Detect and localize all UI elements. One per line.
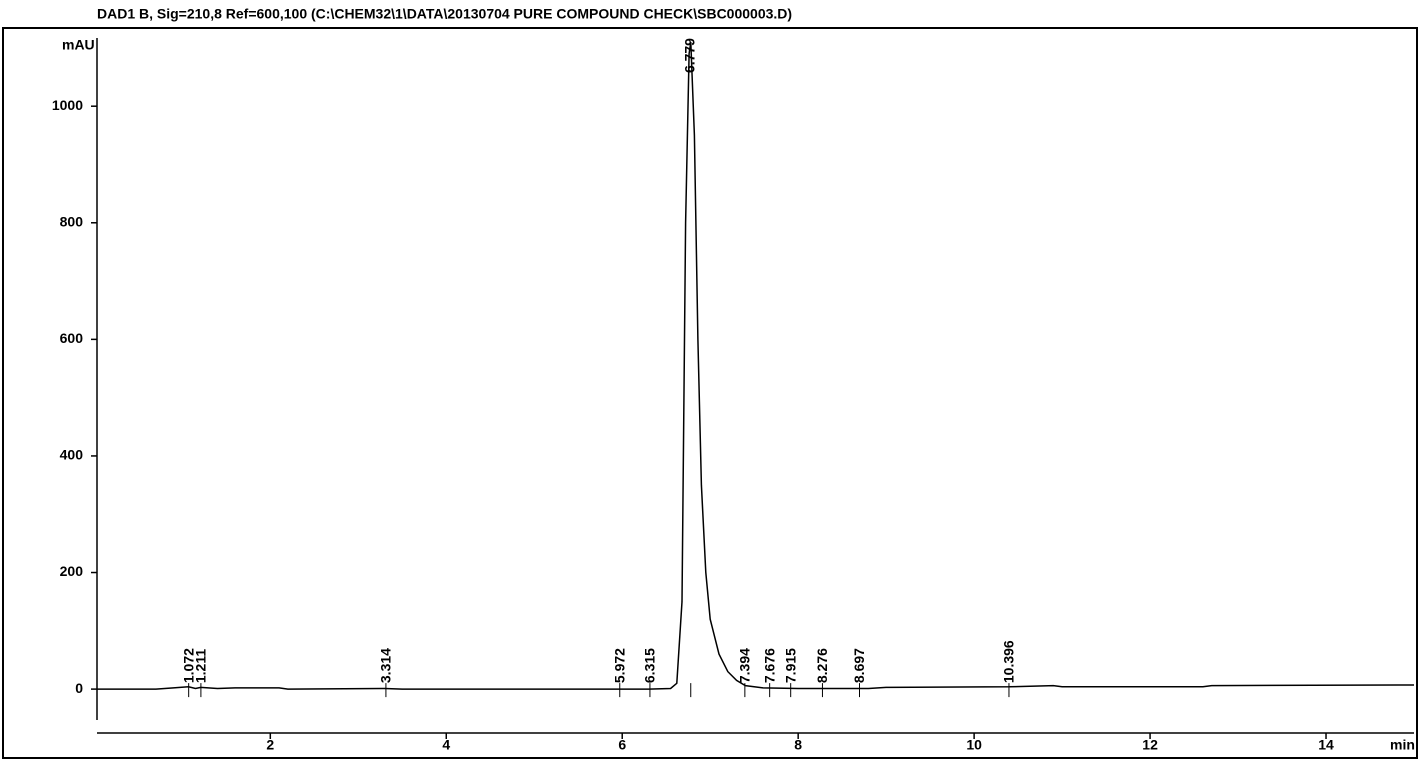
chart-title: DAD1 B, Sig=210,8 Ref=600,100 (C:\CHEM32…	[97, 6, 792, 22]
peak-label: 6.779	[681, 38, 697, 73]
peak-label: 1.211	[193, 649, 209, 683]
peak-label: 8.697	[851, 648, 867, 683]
y-tick-label: 600	[60, 330, 84, 346]
y-axis-label: mAU	[62, 37, 95, 53]
peak-label: 1.072	[180, 648, 196, 683]
x-tick-label: 6	[618, 737, 626, 753]
x-tick-label: 2	[266, 737, 274, 753]
y-tick-label: 0	[75, 680, 83, 696]
peak-label: 6.315	[642, 648, 658, 683]
peak-label: 7.394	[737, 648, 753, 683]
peak-label: 5.972	[611, 648, 627, 683]
x-tick-label: 12	[1142, 737, 1158, 753]
y-tick-label: 400	[60, 447, 84, 463]
peak-label: 7.676	[761, 648, 777, 683]
y-tick-label: 200	[60, 563, 84, 579]
trace	[97, 41, 1415, 690]
peak-label: 10.396	[1001, 640, 1017, 683]
x-axis-label: min	[1390, 737, 1415, 753]
peak-label: 8.276	[814, 648, 830, 683]
peak-label: 3.314	[378, 648, 394, 683]
y-tick-label: 1000	[52, 97, 83, 113]
frame	[2, 27, 1418, 759]
x-tick-label: 8	[794, 737, 802, 753]
x-tick-label: 14	[1318, 737, 1334, 753]
x-tick-label: 4	[442, 737, 450, 753]
x-tick-label: 10	[966, 737, 982, 753]
y-tick-label: 800	[60, 213, 84, 229]
peak-label: 7.915	[782, 648, 798, 683]
